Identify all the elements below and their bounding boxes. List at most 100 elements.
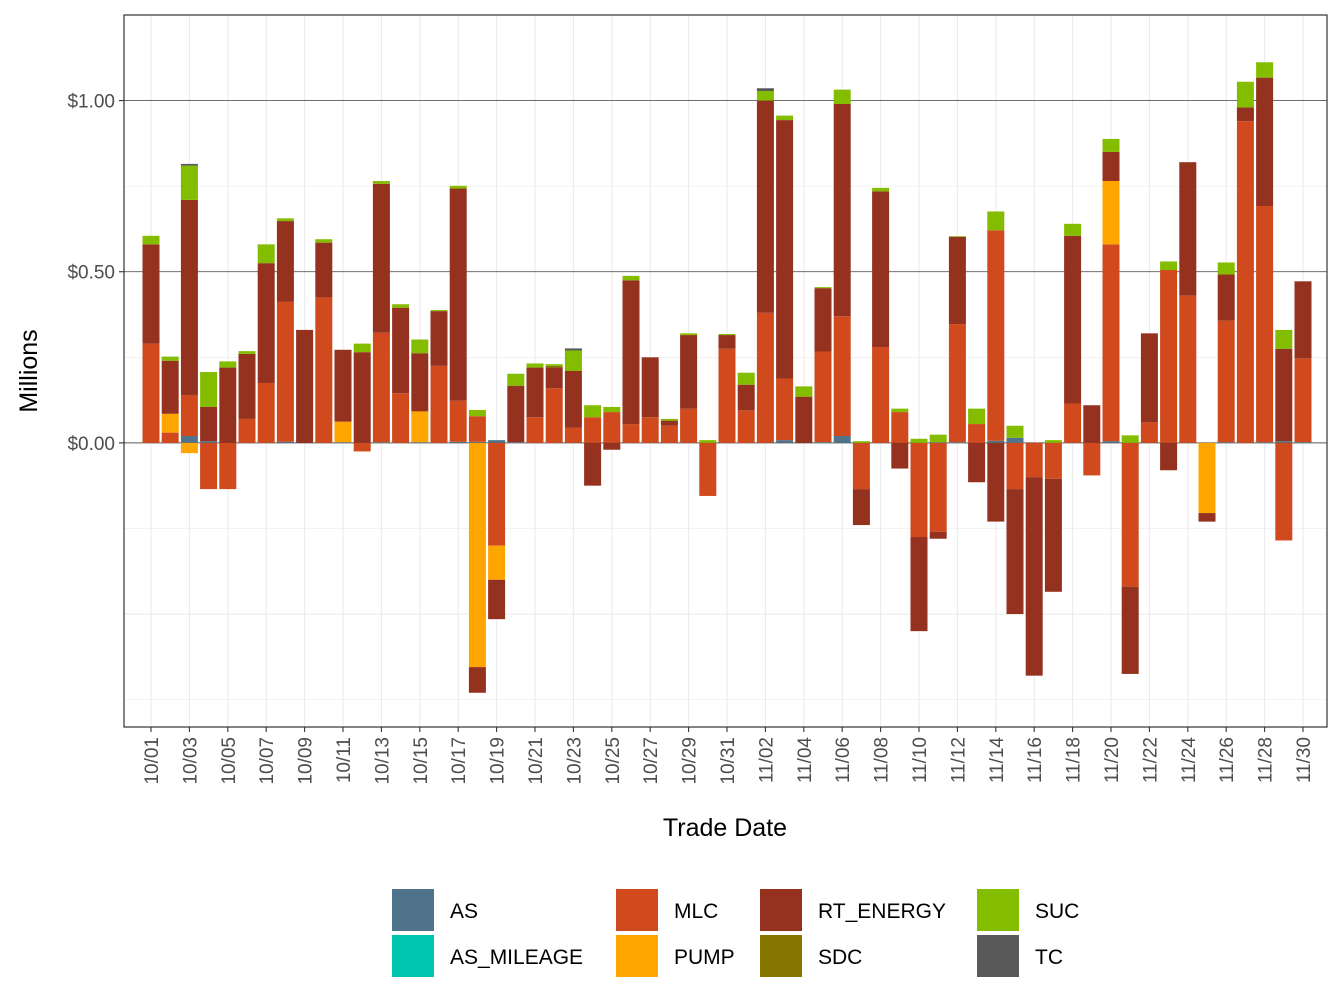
bar-segment-rt-energy [334,349,352,422]
bar-segment-rt-energy [584,442,602,486]
bar-segment-suc [468,410,486,417]
bar-segment-mlc [1006,442,1024,490]
bar-segment-mlc [1121,442,1139,587]
bar-segment-tc [564,348,582,351]
bar-segment-rt-energy [564,371,582,428]
bar-segment-as [449,441,467,443]
bar-segment-as [1275,441,1293,443]
legend-label: TC [1035,946,1063,969]
bar-segment-rt-energy [1140,333,1158,423]
bar-segment-suc [238,351,256,354]
bar-segment-as [200,441,218,443]
bar-segment-mlc [987,230,1005,441]
bar-segment-mlc [526,417,544,443]
bar-segment-rt-energy [891,442,909,469]
bar-segment-mlc [1083,442,1101,476]
bar-segment-suc [1044,440,1062,443]
bar-segment-mlc [1294,358,1312,443]
bar-segment-rt-energy [852,489,870,526]
bar-segment-suc [1217,262,1235,275]
legend-label: SDC [818,946,862,969]
bar-segment-suc [353,343,371,353]
bar-segment-rt-energy [449,188,467,401]
bar-segment-rt-energy [1236,107,1254,122]
bar-segment-rt-energy [180,199,198,395]
bar-segment-mlc [1179,295,1197,443]
x-tick-label: 10/31 [718,737,739,785]
x-tick-label: 11/18 [1064,737,1085,783]
bar-segment-suc [219,361,237,368]
bar-segment-suc [161,356,179,361]
bar-segment-as [929,442,947,443]
bar-segment-as [1102,441,1120,443]
y-tick-label: $0.50 [67,263,115,284]
x-axis-ticks: 10/01 10/03 10/05 10/07 10/09 10/11 10/13 10/15… [142,727,1315,785]
bar-segment-tc [180,163,198,166]
bar-segment-rt-energy [545,367,563,389]
bar-segment-suc [392,304,410,308]
bar-segment-rt-energy [219,367,237,443]
bar-segment-mlc [1236,121,1254,443]
x-tick-label: 11/26 [1217,737,1238,783]
bar-segment-mlc [680,408,698,443]
bar-segment-rt-energy [1025,477,1043,676]
bar-segment-as [833,436,851,443]
bar-segment-suc [948,236,966,237]
bar-segment-rt-energy [257,263,275,383]
bar-segment-mlc [756,312,774,443]
bar-segment-mlc [891,412,909,443]
bar-segment-rt-energy [1160,442,1178,471]
bar-segment-suc [872,187,890,192]
bar-segment-suc [891,408,909,413]
bar-segment-rt-energy [276,221,294,302]
bar-segment-mlc [584,417,602,443]
x-tick-label: 11/14 [987,737,1008,784]
bar-segment-mlc [929,442,947,532]
x-tick-label: 10/17 [449,737,470,785]
bar-segment-mlc [1140,422,1158,443]
legend-label: PUMP [674,946,735,969]
bar-segment-rt-energy [603,442,621,450]
x-tick-label: 11/04 [795,737,816,784]
bar-segment-suc [315,239,333,243]
bar-segment-suc [737,372,755,385]
bar-segment-rt-energy [1121,586,1139,674]
bar-segment-rt-energy [526,367,544,418]
bar-segment-suc [622,275,640,281]
bar-segment-mlc [353,442,371,452]
bar-segment-pump [488,545,506,580]
bar-segment-rt-energy [315,242,333,298]
bar-segment-suc [584,405,602,418]
bar-segment-rt-energy [507,385,525,443]
x-tick-label: 11/12 [948,737,969,783]
legend: AS AS_MILEAGE MLC PUMP RT_ENERGY SDC SUC TC [392,889,1079,977]
bar-segment-rt-energy [814,288,832,352]
bar-segment-rt-energy [142,244,160,344]
bar-segment-rt-energy [296,329,314,443]
bar-segment-mlc [1064,403,1082,443]
bar-segment-suc [411,339,429,354]
bar-segment-mlc [564,427,582,443]
bar-segment-mlc [449,400,467,442]
bar-segment-suc [507,373,525,386]
bar-segment-mlc [737,410,755,443]
bar-segment-suc [1256,62,1274,78]
bar-segment-mlc [430,365,448,443]
bar-segment-mlc [200,442,218,490]
bar-segment-mlc [315,297,333,443]
bar-segment-suc [142,235,160,245]
bar-segment-as [1217,442,1235,443]
bar-segment-rt-energy [161,360,179,414]
bar-segment-rt-energy [1044,478,1062,592]
legend-label: AS_MILEAGE [450,946,583,969]
legend-label: AS [450,900,478,923]
bar-segment-mlc [968,424,986,443]
bar-segment-suc [1006,425,1024,438]
bar-segment-suc [372,181,390,184]
bar-segment-rt-energy [872,191,890,348]
bar-segment-suc [257,244,275,264]
bar-segment-mlc [392,393,410,443]
bar-segment-mlc [545,388,563,443]
bar-segment-mlc [468,416,486,442]
